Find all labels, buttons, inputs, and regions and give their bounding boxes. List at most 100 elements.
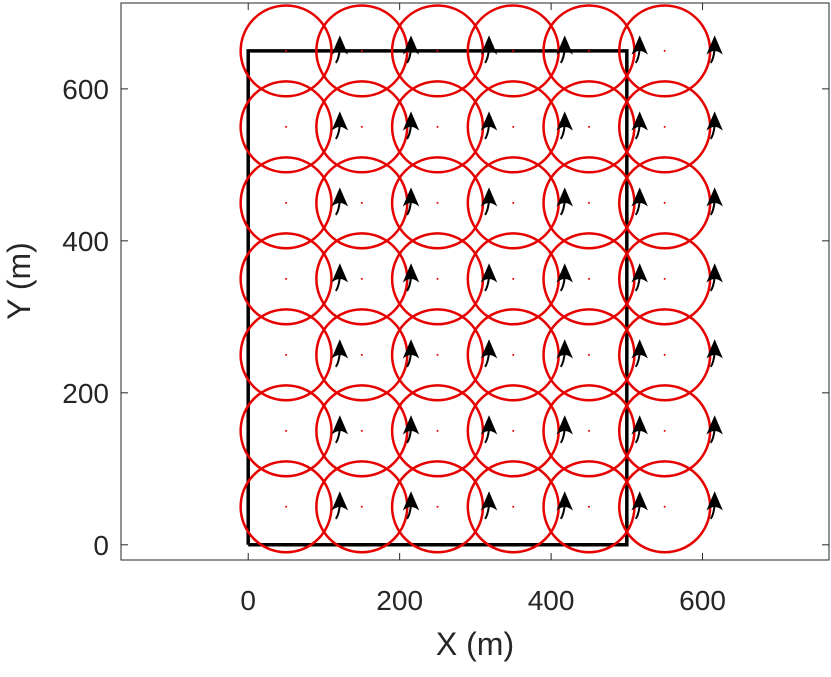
arrow bbox=[402, 187, 420, 216]
arrow bbox=[706, 339, 723, 368]
arrow bbox=[556, 339, 573, 368]
center-dot bbox=[436, 49, 439, 52]
center-dot bbox=[663, 277, 666, 280]
arrow bbox=[480, 111, 498, 140]
arrow bbox=[631, 263, 648, 292]
center-dot bbox=[663, 201, 666, 204]
arrow bbox=[556, 491, 573, 520]
arrow bbox=[556, 111, 573, 140]
x-tick-label: 400 bbox=[528, 585, 575, 616]
center-dot bbox=[512, 277, 515, 280]
arrow bbox=[556, 35, 573, 64]
center-dot bbox=[285, 125, 288, 128]
arrow bbox=[480, 35, 498, 64]
arrow bbox=[631, 187, 648, 216]
center-dot bbox=[663, 125, 666, 128]
coverage-circle bbox=[239, 4, 333, 98]
arrow bbox=[480, 491, 498, 520]
arrow bbox=[402, 491, 420, 520]
arrow bbox=[706, 263, 723, 292]
arrow bbox=[331, 491, 349, 520]
center-dot bbox=[512, 429, 515, 432]
arrow bbox=[331, 35, 349, 64]
arrow bbox=[480, 263, 498, 292]
center-dot bbox=[587, 125, 590, 128]
arrow bbox=[631, 111, 648, 140]
arrow bbox=[402, 339, 420, 368]
arrow bbox=[402, 111, 420, 140]
center-dot bbox=[436, 429, 439, 432]
y-tick-label: 400 bbox=[62, 226, 109, 257]
boundary bbox=[246, 49, 629, 547]
arrow bbox=[331, 187, 349, 216]
arrow bbox=[402, 35, 420, 64]
arrow bbox=[631, 35, 648, 64]
arrow bbox=[480, 339, 498, 368]
center-dot bbox=[512, 201, 515, 204]
coverage-circle bbox=[239, 80, 333, 174]
center-dot bbox=[587, 49, 590, 52]
center-dot bbox=[512, 125, 515, 128]
arrow bbox=[631, 339, 648, 368]
center-dot bbox=[285, 429, 288, 432]
arrow bbox=[556, 415, 573, 444]
center-dot bbox=[436, 277, 439, 280]
coverage-circle bbox=[239, 156, 333, 250]
coverage-circle bbox=[239, 384, 333, 478]
arrow bbox=[331, 263, 349, 292]
center-dot bbox=[285, 505, 288, 508]
x-tick-label: 0 bbox=[240, 585, 256, 616]
center-dot bbox=[360, 505, 363, 508]
y-axis-label: Y (m) bbox=[1, 242, 37, 320]
arrow bbox=[556, 187, 573, 216]
arrow bbox=[631, 491, 648, 520]
arrow bbox=[706, 491, 723, 520]
center-dot bbox=[360, 201, 363, 204]
arrow bbox=[706, 111, 723, 140]
arrow bbox=[480, 415, 498, 444]
center-dot bbox=[663, 353, 666, 356]
coverage-circle bbox=[239, 232, 333, 326]
center-dot bbox=[663, 505, 666, 508]
center-dot bbox=[360, 429, 363, 432]
arrow bbox=[706, 415, 723, 444]
center-dot bbox=[436, 353, 439, 356]
center-dot bbox=[587, 505, 590, 508]
center-dot bbox=[587, 353, 590, 356]
y-tick-label: 200 bbox=[62, 378, 109, 409]
arrow bbox=[480, 187, 498, 216]
center-dot bbox=[285, 277, 288, 280]
arrow bbox=[402, 415, 420, 444]
center-dot bbox=[360, 125, 363, 128]
axes-box bbox=[120, 2, 830, 561]
center-dot bbox=[587, 429, 590, 432]
center-dot bbox=[436, 505, 439, 508]
y-tick-label: 0 bbox=[93, 530, 109, 561]
arrow bbox=[706, 187, 723, 216]
center-dot bbox=[587, 277, 590, 280]
center-dot bbox=[285, 353, 288, 356]
x-tick-label: 600 bbox=[679, 585, 726, 616]
center-dot bbox=[512, 49, 515, 52]
center-dot bbox=[663, 429, 666, 432]
y-tick-label: 600 bbox=[62, 74, 109, 105]
center-dot bbox=[663, 49, 666, 52]
center-dot bbox=[512, 353, 515, 356]
arrow bbox=[706, 35, 723, 64]
center-dot bbox=[285, 49, 288, 52]
coverage-circle bbox=[239, 460, 333, 554]
arrow bbox=[331, 415, 349, 444]
arrow bbox=[556, 263, 573, 292]
center-dot bbox=[360, 353, 363, 356]
center-dot bbox=[436, 125, 439, 128]
center-dot bbox=[512, 505, 515, 508]
center-dot bbox=[436, 201, 439, 204]
arrow bbox=[631, 415, 648, 444]
center-dot bbox=[587, 201, 590, 204]
center-dot bbox=[360, 277, 363, 280]
arrow bbox=[331, 339, 349, 368]
center-dot bbox=[285, 201, 288, 204]
x-axis-label: X (m) bbox=[436, 626, 514, 662]
plot-area bbox=[239, 4, 723, 554]
